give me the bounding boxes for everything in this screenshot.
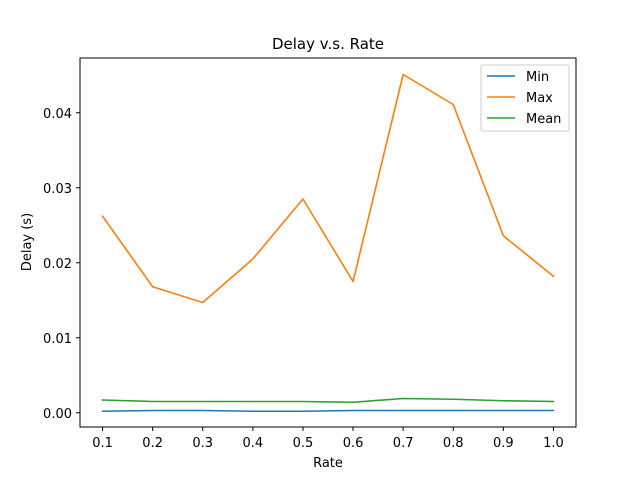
x-axis-label: Rate	[313, 456, 343, 471]
series-lines	[101, 73, 555, 413]
x-tick-label: 0.1	[92, 436, 113, 451]
chart-title: Delay v.s. Rate	[272, 35, 384, 53]
plot-area	[79, 57, 577, 428]
y-tick-label: 0.03	[43, 182, 72, 197]
y-tick-label: 0.02	[43, 257, 72, 272]
legend-box	[480, 64, 570, 132]
x-tick-label: 0.2	[142, 436, 163, 451]
plot-frame	[79, 57, 577, 428]
x-tick-label: 0.5	[293, 436, 314, 451]
x-tick-label: 0.3	[192, 436, 213, 451]
series-line-min	[101, 409, 555, 413]
legend-label-mean: Mean	[526, 112, 561, 127]
x-tick-label: 0.9	[493, 436, 514, 451]
x-axis: 0.1 0.2 0.3 0.4 0.5 0.6 0.7 0.8 0.9 1.0	[92, 427, 564, 451]
x-tick-label: 0.7	[393, 436, 414, 451]
y-tick-label: 0.00	[43, 407, 72, 422]
x-tick-label: 0.8	[443, 436, 464, 451]
y-axis: 0.00 0.01 0.02 0.03 0.04	[43, 107, 80, 422]
legend: Min Max Mean	[480, 64, 570, 132]
y-tick-label: 0.01	[43, 332, 72, 347]
x-tick-label: 0.6	[343, 436, 364, 451]
legend-label-min: Min	[526, 70, 549, 85]
x-tick-label: 0.4	[243, 436, 264, 451]
x-tick-label: 1.0	[543, 436, 564, 451]
legend-label-max: Max	[526, 91, 553, 106]
series-line-mean	[101, 397, 555, 404]
series-line-max	[101, 73, 555, 304]
y-tick-label: 0.04	[43, 107, 72, 122]
y-axis-label: Delay (s)	[20, 213, 35, 271]
